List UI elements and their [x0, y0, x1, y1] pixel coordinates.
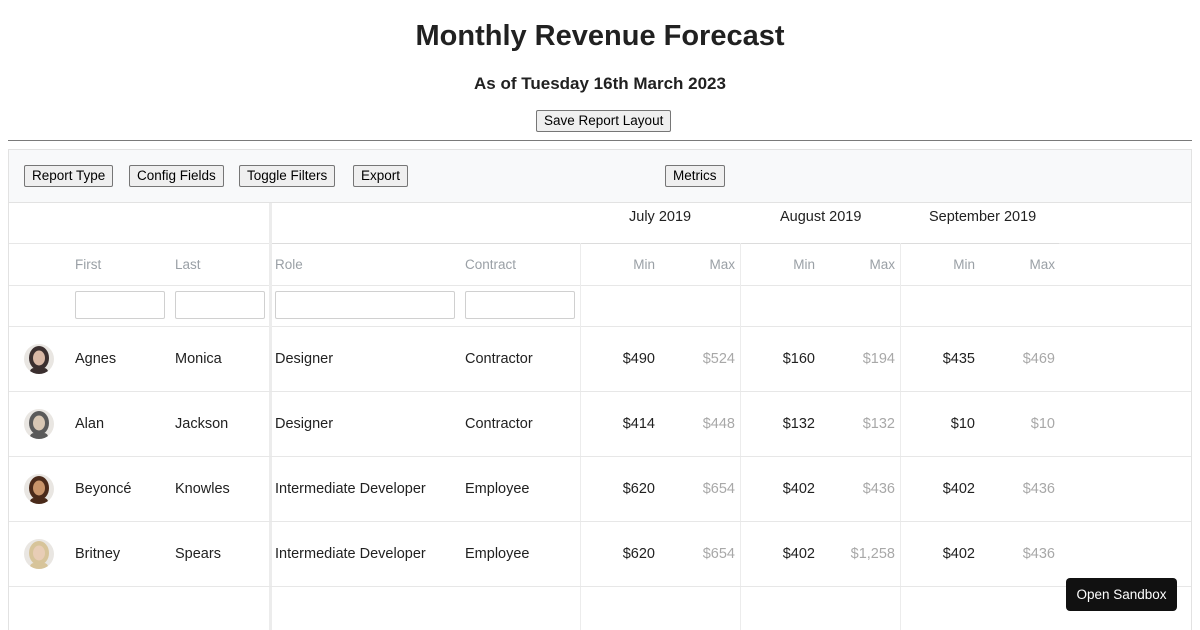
column-header-min[interactable]: Min [793, 257, 815, 272]
save-report-layout-button[interactable]: Save Report Layout [536, 110, 672, 132]
min-value-cell: $414 [622, 416, 655, 432]
contract-cell: Contractor [465, 351, 533, 367]
report-type-button[interactable]: Report Type [24, 165, 114, 187]
month-header: September 2019 [929, 209, 1037, 225]
first-name-filter-input[interactable] [75, 291, 165, 319]
metrics-button[interactable]: Metrics [665, 165, 725, 187]
first-name-cell: Agnes [75, 351, 117, 367]
last-name-cell: Monica [175, 351, 222, 367]
month-header: August 2019 [780, 209, 862, 225]
person-avatar-icon [24, 344, 54, 374]
min-value-cell: $620 [622, 546, 655, 562]
column-header-max[interactable]: Max [1029, 257, 1055, 272]
row-divider [9, 586, 1191, 587]
max-value-cell: $194 [862, 351, 895, 367]
avatar [24, 344, 54, 374]
role-cell: Intermediate Developer [275, 546, 426, 562]
max-value-cell: $448 [702, 416, 735, 432]
first-name-cell: Alan [75, 416, 105, 432]
column-header-first[interactable]: First [75, 257, 102, 272]
row-divider [9, 391, 1191, 392]
role-filter-input[interactable] [275, 291, 455, 319]
max-value-cell: $436 [862, 481, 895, 497]
role-cell: Designer [275, 416, 334, 432]
min-value-cell: $490 [622, 351, 655, 367]
table-row[interactable]: Alan Jackson Designer Contractor $414 $448 $13… [9, 392, 1191, 457]
min-value-cell: $10 [950, 416, 975, 432]
min-value-cell: $402 [782, 546, 815, 562]
max-value-cell: $654 [702, 481, 735, 497]
max-value-cell: $436 [1022, 546, 1055, 562]
row-divider [9, 521, 1191, 522]
min-value-cell: $620 [622, 481, 655, 497]
table-row[interactable]: Britney Spears Intermediate Developer Emplo… [9, 522, 1191, 587]
toggle-filters-button[interactable]: Toggle Filters [239, 165, 336, 187]
column-header-last[interactable]: Last [175, 257, 201, 272]
column-header-role[interactable]: Role [275, 257, 303, 272]
table-row[interactable]: Beyoncé Knowles Intermediate Developer Empl… [9, 457, 1191, 522]
row-divider [9, 456, 1191, 457]
max-value-cell: $1,258 [850, 546, 895, 562]
person-avatar-icon [24, 409, 54, 439]
avatar [24, 409, 54, 439]
open-sandbox-button[interactable]: Open Sandbox [1066, 578, 1177, 611]
avatar [24, 539, 54, 569]
max-value-cell: $524 [702, 351, 735, 367]
column-header-min[interactable]: Min [953, 257, 975, 272]
min-value-cell: $435 [942, 351, 975, 367]
role-cell: Designer [275, 351, 334, 367]
page-title: Monthly Revenue Forecast [415, 20, 785, 52]
max-value-cell: $10 [1030, 416, 1055, 432]
first-name-cell: Beyoncé [75, 481, 132, 497]
max-value-cell: $436 [1022, 481, 1055, 497]
contract-cell: Employee [465, 546, 530, 562]
page-subtitle: As of Tuesday 16th March 2023 [474, 74, 726, 93]
grid-toolbar: Report Type Config Fields Toggle Filters… [9, 150, 1191, 203]
pinned-column-separator[interactable] [269, 203, 272, 630]
person-avatar-icon [24, 539, 54, 569]
divider [8, 140, 1192, 141]
min-value-cell: $402 [942, 481, 975, 497]
column-header-max[interactable]: Max [869, 257, 895, 272]
last-name-filter-input[interactable] [175, 291, 265, 319]
month-header: July 2019 [629, 209, 692, 225]
min-value-cell: $160 [782, 351, 815, 367]
min-value-cell: $132 [782, 416, 815, 432]
column-header-max[interactable]: Max [709, 257, 735, 272]
first-name-cell: Britney [75, 546, 121, 562]
max-value-cell: $132 [862, 416, 895, 432]
avatar [24, 474, 54, 504]
config-fields-button[interactable]: Config Fields [129, 165, 224, 187]
max-value-cell: $469 [1022, 351, 1055, 367]
person-avatar-icon [24, 474, 54, 504]
max-value-cell: $654 [702, 546, 735, 562]
last-name-cell: Knowles [175, 481, 230, 497]
min-value-cell: $402 [782, 481, 815, 497]
export-button[interactable]: Export [353, 165, 409, 187]
min-value-cell: $402 [942, 546, 975, 562]
column-header-contract[interactable]: Contract [465, 257, 517, 272]
role-cell: Intermediate Developer [275, 481, 426, 497]
contract-cell: Employee [465, 481, 530, 497]
report-grid: Report Type Config Fields Toggle Filters… [8, 149, 1192, 630]
column-header-min[interactable]: Min [633, 257, 655, 272]
last-name-cell: Spears [175, 546, 221, 562]
contract-filter-input[interactable] [465, 291, 575, 319]
table-row[interactable]: Agnes Monica Designer Contractor $490 $524 $16… [9, 327, 1191, 392]
contract-cell: Contractor [465, 416, 533, 432]
last-name-cell: Jackson [175, 416, 229, 432]
